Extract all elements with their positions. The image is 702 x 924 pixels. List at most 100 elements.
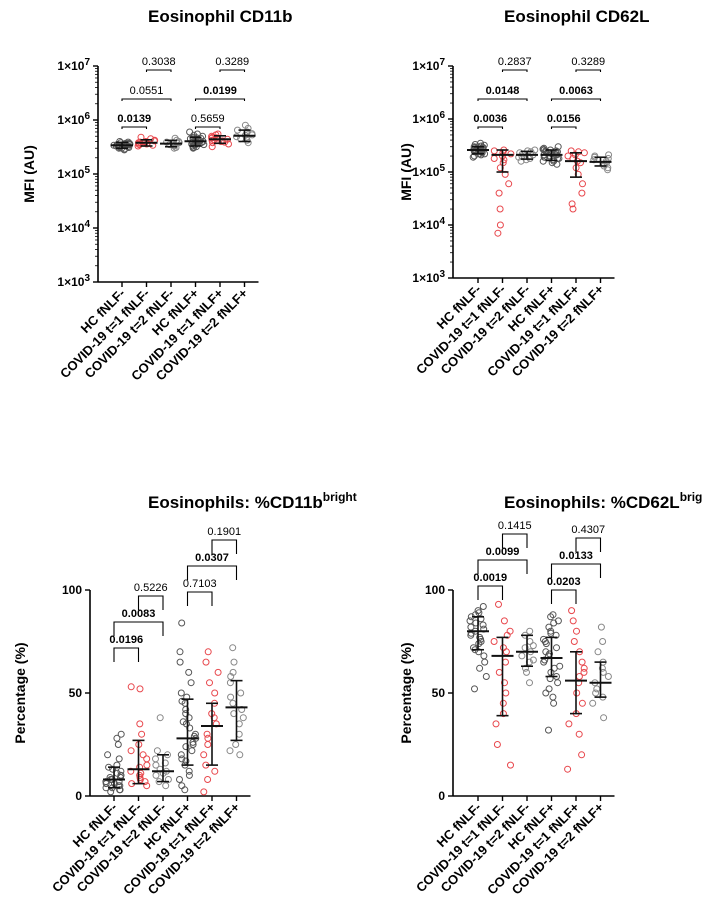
- data-point: [578, 189, 586, 197]
- data-point: [117, 771, 125, 779]
- data-point: [178, 782, 186, 790]
- data-point: [553, 644, 560, 652]
- p-value-label: 0.5226: [134, 582, 168, 594]
- data-point: [549, 693, 557, 701]
- chart-title: Eosinophils: %CD62Lbright: [504, 490, 702, 512]
- data-point: [522, 664, 529, 672]
- y-tick-label: 50: [69, 686, 83, 700]
- p-value-label: 0.0019: [473, 572, 507, 584]
- y-tick-exponent: 4: [84, 219, 90, 230]
- data-point: [182, 743, 190, 751]
- data-point: [605, 151, 613, 159]
- y-tick-exponent: 5: [439, 163, 445, 174]
- data-point: [567, 147, 575, 155]
- y-tick-base: 1×10: [57, 221, 84, 235]
- data-point: [143, 755, 151, 763]
- data-point: [229, 699, 237, 707]
- data-point: [138, 730, 146, 738]
- data-point: [554, 679, 562, 687]
- p-value-label: 0.4307: [571, 524, 605, 536]
- data-point: [499, 710, 507, 718]
- p-value-label: 0.2837: [498, 56, 532, 68]
- data-point: [211, 689, 219, 697]
- data-point: [107, 788, 115, 796]
- p-value-label: 0.0099: [486, 546, 520, 558]
- p-value-label: 0.0199: [203, 85, 237, 97]
- data-point: [211, 767, 219, 775]
- data-point: [496, 221, 504, 229]
- data-point: [599, 638, 607, 645]
- data-point: [178, 619, 186, 627]
- data-point: [594, 648, 602, 656]
- data-point: [178, 755, 186, 763]
- data-point: [229, 644, 237, 652]
- data-point: [104, 751, 112, 759]
- data-point: [186, 128, 194, 136]
- p-value-label: 0.0156: [547, 113, 581, 125]
- y-tick-label: 100: [62, 583, 82, 597]
- data-point: [226, 747, 234, 755]
- data-point: [136, 685, 144, 693]
- data-point: [564, 765, 572, 773]
- y-tick-label: 1×105: [412, 163, 445, 180]
- data-point: [143, 761, 151, 769]
- p-value-label: 0.0139: [117, 113, 151, 125]
- data-point: [153, 747, 161, 755]
- data-point: [475, 609, 483, 617]
- data-point: [580, 668, 588, 676]
- data-point: [239, 714, 247, 722]
- y-tick-base: 1×10: [412, 165, 439, 179]
- data-point: [143, 782, 151, 790]
- comparison-bracket: [113, 647, 140, 662]
- data-point: [200, 751, 208, 759]
- comparison-bracket: [211, 539, 238, 554]
- data-point: [505, 180, 513, 188]
- y-tick-base: 1×10: [412, 271, 439, 285]
- data-point: [116, 786, 124, 794]
- data-point: [542, 648, 550, 656]
- data-point: [500, 156, 508, 164]
- data-point: [568, 607, 576, 615]
- comparison-bracket: [186, 591, 213, 606]
- y-tick-label: 1×106: [57, 111, 90, 128]
- data-point: [237, 689, 245, 697]
- data-point: [521, 644, 529, 652]
- data-point: [593, 685, 601, 693]
- data-point: [539, 157, 547, 165]
- chart-title-superscript: bright: [680, 490, 702, 504]
- data-point: [204, 734, 212, 742]
- data-point: [549, 611, 557, 619]
- data-point: [471, 685, 478, 693]
- y-tick-base: 1×10: [412, 59, 439, 73]
- data-point: [507, 761, 514, 769]
- data-point: [204, 776, 212, 783]
- data-point: [114, 741, 122, 748]
- p-value-label: 0.0148: [486, 85, 520, 97]
- data-point: [502, 689, 510, 697]
- comparison-bracket: [550, 126, 577, 129]
- data-point: [139, 751, 147, 759]
- y-tick-exponent: 3: [84, 273, 90, 284]
- data-point: [604, 166, 612, 174]
- data-point: [573, 627, 580, 635]
- data-point: [482, 673, 490, 680]
- comparison-bracket: [121, 126, 148, 129]
- p-value-label: 0.3038: [142, 56, 176, 68]
- y-tick-exponent: 7: [439, 57, 445, 68]
- data-point: [501, 679, 508, 687]
- comparison-bracket: [186, 565, 238, 580]
- comparison-bracket: [501, 69, 528, 72]
- data-point: [176, 658, 184, 666]
- y-tick-exponent: 5: [84, 165, 90, 176]
- p-value-label: 0.3289: [571, 56, 605, 68]
- data-point: [592, 689, 600, 697]
- p-value-label: 0.0083: [122, 608, 156, 620]
- data-point: [479, 621, 487, 629]
- data-point: [495, 668, 503, 676]
- comparison-bracket: [477, 585, 504, 600]
- y-tick-label: 1×104: [57, 219, 90, 236]
- data-point: [200, 788, 208, 796]
